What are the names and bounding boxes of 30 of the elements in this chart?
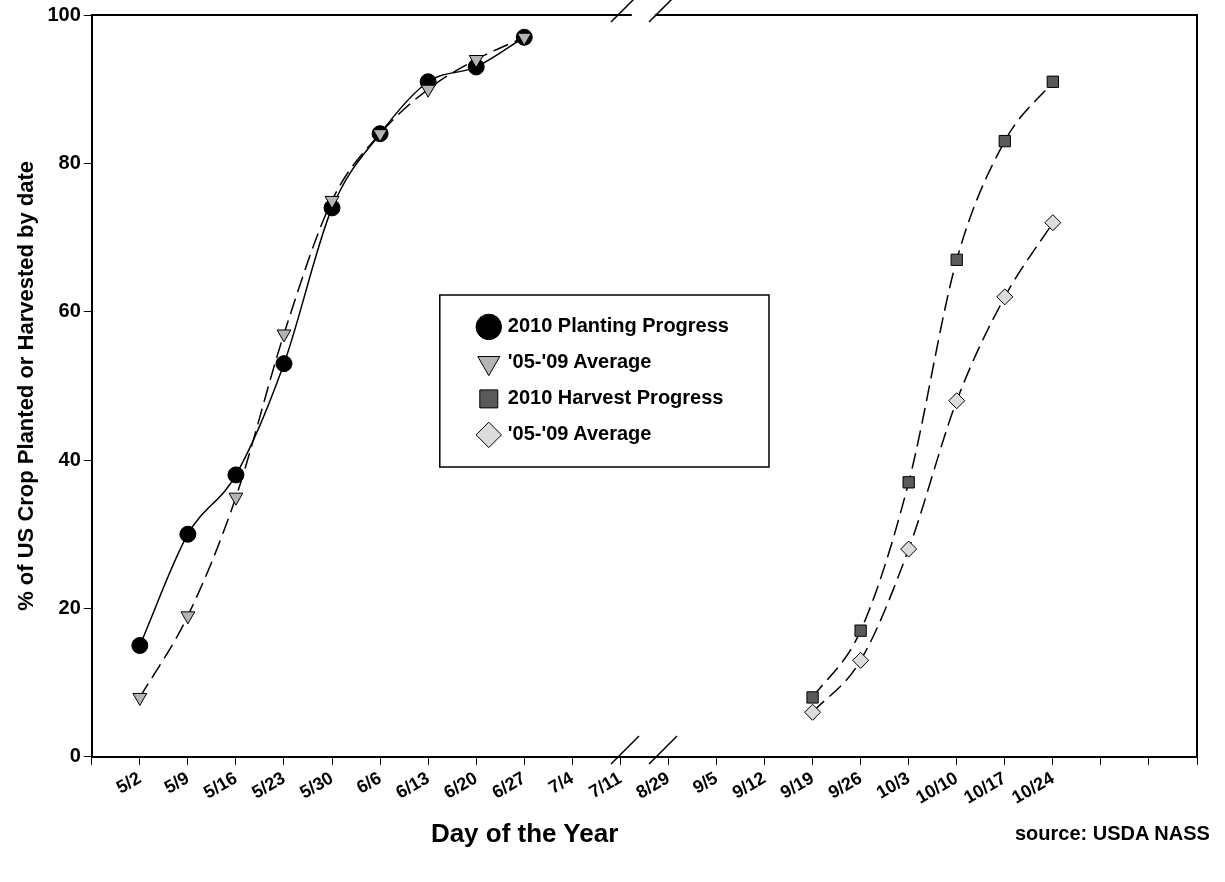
x-tick-label: 9/19 bbox=[776, 767, 818, 803]
x-tick-label: 6/27 bbox=[488, 767, 529, 803]
y-tick-label: 20 bbox=[58, 595, 81, 618]
x-tick-label: 9/12 bbox=[728, 767, 769, 803]
x-tick-label: 5/16 bbox=[200, 767, 241, 803]
x-tick-label: 7/4 bbox=[545, 767, 577, 798]
x-tick-label: 9/26 bbox=[824, 767, 866, 803]
legend-label: '05-'09 Average bbox=[507, 350, 652, 373]
x-axis-title: Day of the Year bbox=[430, 818, 619, 849]
x-tick-label: 10/3 bbox=[872, 767, 914, 803]
x-tick-label: 5/9 bbox=[160, 767, 193, 798]
y-tick-label: 100 bbox=[47, 2, 81, 25]
x-tick-label: 6/6 bbox=[352, 767, 385, 798]
x-tick-label: 6/13 bbox=[392, 767, 433, 803]
source-note: source: USDA NASS bbox=[1015, 822, 1210, 845]
x-tick-label: 9/5 bbox=[689, 767, 721, 798]
legend-label: 2010 Harvest Progress bbox=[507, 386, 724, 409]
x-tick-label: 5/30 bbox=[296, 767, 337, 803]
legend-label: '05-'09 Average bbox=[507, 422, 652, 445]
x-tick-label: 5/23 bbox=[248, 767, 289, 803]
x-tick-label: 8/29 bbox=[632, 767, 673, 803]
y-tick-label: 40 bbox=[58, 447, 81, 470]
y-tick-label: 80 bbox=[58, 150, 81, 173]
x-tick-label: 7/11 bbox=[585, 767, 625, 802]
x-tick-label: 6/20 bbox=[440, 767, 481, 803]
y-axis-title: % of US Crop Planted or Harvested by date bbox=[13, 160, 39, 611]
y-tick-label: 0 bbox=[69, 744, 81, 767]
y-tick-label: 60 bbox=[58, 299, 81, 322]
legend-label: 2010 Planting Progress bbox=[507, 314, 729, 337]
x-tick-label: 5/2 bbox=[112, 767, 145, 798]
